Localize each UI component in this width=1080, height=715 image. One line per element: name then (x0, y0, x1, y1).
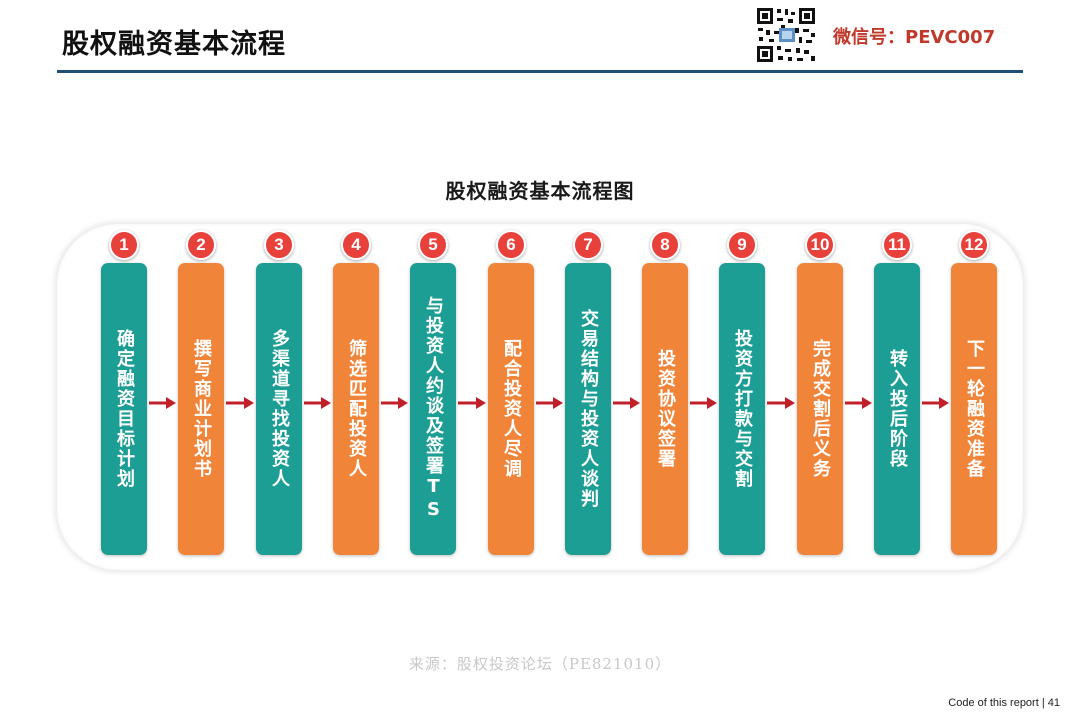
flow-arrow (613, 397, 640, 409)
step-label: 确定融资目标计划 (114, 329, 135, 489)
flow-arrow (922, 397, 949, 409)
step-label: 下一轮融资准备 (964, 339, 985, 479)
step-number-badge: 3 (264, 230, 294, 260)
step-label: 完成交割后义务 (810, 339, 831, 479)
wechat-id: 微信号：PEVC007 (833, 27, 996, 48)
step-number-badge: 7 (573, 230, 603, 260)
process-step-8: 投资协议签署 (642, 263, 688, 555)
step-label: 筛选匹配投资人 (346, 339, 367, 479)
step-number-badge: 9 (727, 230, 757, 260)
step-number-badge: 1 (109, 230, 139, 260)
process-step-4: 筛选匹配投资人 (333, 263, 379, 555)
process-step-7: 交易结构与投资人谈判 (565, 263, 611, 555)
page-number: | 41 (1041, 697, 1060, 709)
source-note: 来源：股权投资论坛（PE821010） (408, 655, 672, 673)
flow-arrow (149, 397, 176, 409)
step-label: 撰写商业计划书 (191, 339, 212, 479)
flow-arrow (304, 397, 331, 409)
step-label: 投资方打款与交割 (732, 329, 753, 489)
process-step-1: 确定融资目标计划 (101, 263, 147, 555)
process-step-10: 完成交割后义务 (797, 263, 843, 555)
step-number-badge: 4 (341, 230, 371, 260)
page-title: 股权融资基本流程 (62, 29, 286, 60)
process-step-11: 转入投后阶段 (874, 263, 920, 555)
header-divider (57, 70, 1023, 73)
diagram-title: 股权融资基本流程图 (445, 179, 635, 203)
step-label: 转入投后阶段 (887, 349, 908, 469)
process-step-9: 投资方打款与交割 (719, 263, 765, 555)
step-label: 多渠道寻找投资人 (269, 329, 290, 489)
step-number-badge: 10 (805, 230, 835, 260)
step-label: 配合投资人尽调 (501, 339, 522, 479)
step-number-badge: 2 (186, 230, 216, 260)
qr-code-icon (755, 6, 817, 64)
process-step-12: 下一轮融资准备 (951, 263, 997, 555)
process-step-2: 撰写商业计划书 (178, 263, 224, 555)
flow-arrow (767, 397, 795, 409)
step-number-badge: 8 (650, 230, 680, 260)
flow-arrow (381, 397, 408, 409)
flow-arrow (845, 397, 872, 409)
process-step-5: 与投资人约谈及签署TS (410, 263, 456, 555)
step-number-badge: 6 (496, 230, 526, 260)
flow-arrow (458, 397, 486, 409)
step-number-badge: 11 (882, 230, 912, 260)
flow-arrow (690, 397, 717, 409)
footer-text: Code of this report (948, 697, 1039, 709)
process-step-3: 多渠道寻找投资人 (256, 263, 302, 555)
step-number-badge: 5 (418, 230, 448, 260)
process-step-6: 配合投资人尽调 (488, 263, 534, 555)
step-label: 交易结构与投资人谈判 (578, 309, 599, 509)
page-footer: Code of this report | 41 (948, 697, 1060, 709)
step-label: 与投资人约谈及签署TS (423, 296, 444, 522)
flow-arrow (536, 397, 563, 409)
step-label: 投资协议签署 (655, 349, 676, 469)
step-number-badge: 12 (959, 230, 989, 260)
flow-arrow (226, 397, 254, 409)
